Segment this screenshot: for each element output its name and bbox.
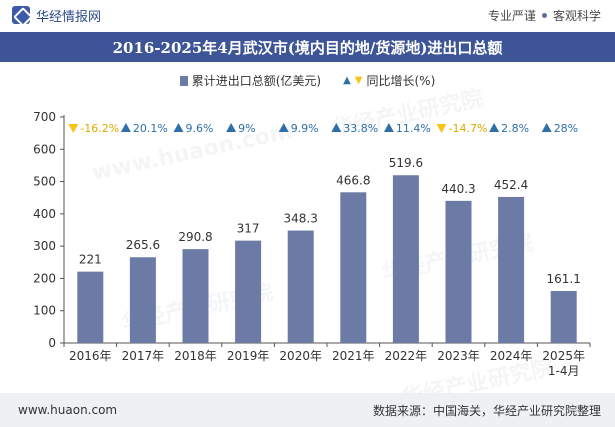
bar bbox=[129, 257, 156, 343]
growth-up-marker bbox=[383, 123, 394, 132]
growth-up-marker bbox=[331, 123, 342, 132]
legend-item-growth[interactable]: ▲ ▼ 同比增长(%) bbox=[343, 72, 435, 89]
growth-up-marker bbox=[489, 123, 500, 132]
bar bbox=[392, 175, 419, 343]
x-tick-label: 2018年 bbox=[174, 349, 217, 363]
y-tick-label: 300 bbox=[33, 239, 56, 253]
bar bbox=[340, 192, 367, 343]
legend-item-bar[interactable]: 累计进出口总额(亿美元) bbox=[179, 72, 322, 89]
bar-value-label: 348.3 bbox=[284, 212, 318, 226]
x-tick-label: 1-4月 bbox=[548, 364, 580, 378]
legend-bar-label: 累计进出口总额(亿美元) bbox=[191, 74, 322, 88]
y-tick-label: 200 bbox=[33, 271, 56, 285]
triangle-up-icon: ▲ bbox=[343, 74, 351, 86]
x-tick-label: 2019年 bbox=[227, 349, 270, 363]
bar-value-label: 317 bbox=[237, 222, 260, 236]
bar bbox=[445, 200, 472, 343]
chart-legend: 累计进出口总额(亿美元) ▲ ▼ 同比增长(%) bbox=[0, 72, 615, 89]
x-tick-label: 2025年 bbox=[542, 349, 585, 363]
y-tick-label: 700 bbox=[33, 110, 56, 124]
x-tick-label: 2022年 bbox=[385, 349, 428, 363]
growth-value-label: 20.1% bbox=[133, 122, 168, 135]
footer-source: 数据来源：中国海关，华经产业研究院整理 bbox=[372, 403, 601, 418]
separator-dot-icon bbox=[541, 12, 547, 18]
bar-value-label: 466.8 bbox=[336, 173, 370, 187]
y-tick-label: 600 bbox=[33, 142, 56, 156]
y-tick-label: 500 bbox=[33, 175, 56, 189]
bar-value-label: 440.3 bbox=[441, 182, 475, 196]
y-tick-label: 0 bbox=[48, 336, 56, 350]
tag-left: 专业严谨 bbox=[487, 8, 536, 23]
x-tick-label: 2024年 bbox=[490, 349, 533, 363]
growth-value-label: 9.6% bbox=[186, 122, 214, 135]
growth-up-marker bbox=[541, 123, 552, 132]
x-tick-label: 2017年 bbox=[122, 349, 165, 363]
bar-value-label: 519.6 bbox=[389, 156, 423, 170]
y-tick-label: 400 bbox=[33, 207, 56, 221]
x-tick-label: 2021年 bbox=[332, 349, 375, 363]
top-bar: 华经情报网 专业严谨 客观科学 bbox=[0, 0, 615, 30]
growth-value-label: 11.4% bbox=[396, 122, 431, 135]
growth-value-label: 2.8% bbox=[501, 122, 529, 135]
brand-name: 华经情报网 bbox=[36, 9, 102, 25]
bar bbox=[550, 290, 577, 343]
bar-value-label: 221 bbox=[79, 253, 102, 267]
legend-growth-label: 同比增长(%) bbox=[366, 74, 436, 88]
slogan-tags: 专业严谨 客观科学 bbox=[488, 7, 601, 24]
growth-value-label: 28% bbox=[554, 122, 578, 135]
x-tick-label: 2020年 bbox=[279, 349, 322, 363]
growth-value-label: -14.7% bbox=[449, 122, 488, 135]
legend-bar-swatch bbox=[179, 75, 188, 86]
brand-logo-icon bbox=[12, 6, 30, 24]
bar-value-label: 452.4 bbox=[494, 178, 528, 192]
x-tick-label: 2016年 bbox=[69, 349, 112, 363]
y-tick-label: 100 bbox=[33, 304, 56, 318]
x-tick-label: 2023年 bbox=[437, 349, 480, 363]
growth-up-marker bbox=[120, 123, 131, 132]
bar bbox=[498, 196, 525, 343]
bar-value-label: 265.6 bbox=[126, 238, 160, 252]
chart-title: 2016-2025年4月武汉市(境内目的地/货源地)进出口总额 bbox=[0, 32, 615, 62]
growth-down-marker bbox=[436, 124, 447, 133]
growth-value-label: 9% bbox=[238, 122, 255, 135]
growth-value-label: 33.8% bbox=[343, 122, 378, 135]
bar-value-label: 161.1 bbox=[547, 272, 581, 286]
bar-value-label: 290.8 bbox=[178, 230, 212, 244]
growth-up-marker bbox=[226, 123, 237, 132]
growth-value-label: -16.2% bbox=[80, 122, 119, 135]
tag-right: 客观科学 bbox=[552, 8, 601, 23]
bar bbox=[77, 271, 104, 343]
bar bbox=[182, 249, 209, 343]
footer: www.huaon.com 数据来源：中国海关，华经产业研究院整理 bbox=[0, 393, 615, 427]
growth-value-label: 9.9% bbox=[291, 122, 319, 135]
growth-up-marker bbox=[278, 123, 289, 132]
footer-website[interactable]: www.huaon.com bbox=[18, 403, 118, 417]
brand[interactable]: 华经情报网 bbox=[12, 6, 101, 25]
growth-down-marker bbox=[68, 124, 79, 133]
bar bbox=[235, 240, 262, 343]
bar bbox=[287, 230, 314, 343]
growth-up-marker bbox=[173, 123, 184, 132]
triangle-down-icon: ▼ bbox=[354, 74, 363, 86]
